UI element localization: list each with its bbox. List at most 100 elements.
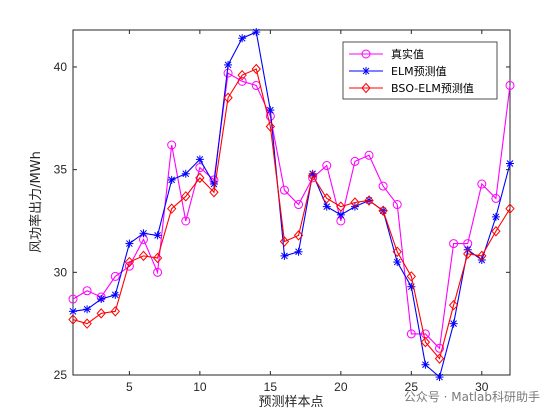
x-tick-label: 15	[264, 380, 278, 394]
marker-stroke	[126, 240, 133, 247]
data-point	[251, 63, 261, 75]
marker-stroke	[196, 156, 204, 163]
x-tick-label: 10	[193, 380, 207, 394]
data-point	[294, 200, 304, 210]
data-point	[83, 305, 92, 314]
marker-stroke	[337, 211, 345, 219]
series-line	[72, 68, 511, 360]
legend-entry: 真实值	[349, 47, 424, 61]
data-point	[364, 150, 374, 160]
data-point	[138, 250, 149, 262]
data-point	[477, 179, 487, 189]
y-tick-label: 40	[54, 60, 68, 74]
x-tick-label: 5	[126, 380, 133, 394]
x-axis-label: 预测样本点	[258, 395, 323, 410]
data-point	[449, 319, 458, 328]
data-point	[491, 225, 501, 237]
data-point	[152, 252, 163, 264]
data-point	[181, 216, 191, 226]
data-point	[293, 230, 304, 241]
data-point	[506, 159, 514, 168]
x-tick-label: 30	[475, 380, 489, 394]
data-point	[420, 336, 431, 348]
legend-items: 真实值 ELM预测值 BSO-ELM预测值	[349, 47, 474, 95]
marker-stroke	[436, 373, 443, 381]
marker-stroke	[295, 248, 302, 256]
data-point	[448, 299, 459, 311]
data-point	[406, 329, 416, 339]
data-point	[139, 229, 148, 238]
data-point	[167, 140, 177, 150]
data-point	[393, 258, 402, 267]
data-point	[252, 28, 261, 37]
data-point	[361, 49, 371, 59]
data-point	[477, 250, 487, 262]
data-point	[505, 80, 515, 90]
marker-stroke	[111, 291, 119, 299]
data-point	[505, 203, 515, 214]
data-point	[294, 247, 303, 256]
marker-stroke	[224, 61, 232, 69]
data-point	[435, 343, 445, 353]
data-point	[279, 236, 290, 247]
data-point	[406, 271, 416, 282]
data-point	[361, 82, 371, 94]
marker-stroke	[281, 252, 288, 260]
data-point	[195, 172, 205, 184]
data-point	[238, 34, 247, 43]
ticks-layer: 5 10 15 20 25 30 25 30 35 40	[54, 30, 510, 394]
data-point	[97, 295, 106, 304]
marker-stroke	[182, 170, 190, 178]
data-point	[322, 161, 332, 171]
y-tick-label: 35	[54, 163, 68, 177]
data-point	[68, 314, 78, 325]
marker-stroke	[252, 28, 260, 36]
marker-stroke	[492, 213, 500, 221]
legend-entry: BSO-ELM预测值	[349, 82, 474, 95]
data-point	[68, 294, 78, 304]
marker-stroke	[267, 106, 274, 114]
marker-stroke	[309, 170, 316, 178]
data-point	[181, 169, 190, 178]
marker-stroke	[450, 320, 457, 328]
data-point	[111, 290, 120, 299]
data-point	[153, 267, 163, 277]
data-point	[336, 201, 346, 212]
marker-stroke	[506, 160, 514, 167]
data-point	[110, 271, 120, 281]
data-point	[491, 212, 500, 221]
series	[68, 63, 515, 364]
legend-label: ELM预测值	[391, 65, 447, 78]
data-point	[237, 69, 247, 81]
marker-stroke	[154, 232, 161, 239]
data-point	[266, 106, 275, 115]
x-tick-label: 25	[405, 380, 419, 394]
legend: 真实值 ELM预测值 BSO-ELM预测值	[342, 41, 498, 100]
data-point	[392, 246, 402, 258]
data-point	[491, 193, 501, 203]
legend-label: BSO-ELM预测值	[391, 82, 474, 95]
data-point	[463, 248, 473, 260]
data-point	[392, 200, 402, 210]
data-point	[69, 307, 77, 316]
marker-stroke	[97, 295, 105, 303]
data-point	[125, 239, 134, 248]
y-axis-label: 风功率出力/MWh	[28, 151, 44, 253]
data-point	[421, 360, 430, 369]
data-point	[434, 353, 445, 364]
data-point	[209, 180, 218, 189]
data-point	[96, 308, 106, 319]
legend-label: 真实值	[391, 47, 424, 61]
marker-stroke	[238, 34, 246, 42]
data-point	[110, 306, 120, 317]
data-point	[364, 195, 374, 206]
data-point	[378, 205, 388, 216]
data-point	[350, 197, 360, 208]
y-tick-label: 30	[54, 265, 68, 279]
data-point	[195, 155, 204, 164]
y-tick-label: 25	[54, 368, 68, 382]
data-point	[124, 256, 135, 268]
data-point	[224, 60, 233, 69]
marker-stroke	[393, 258, 401, 266]
